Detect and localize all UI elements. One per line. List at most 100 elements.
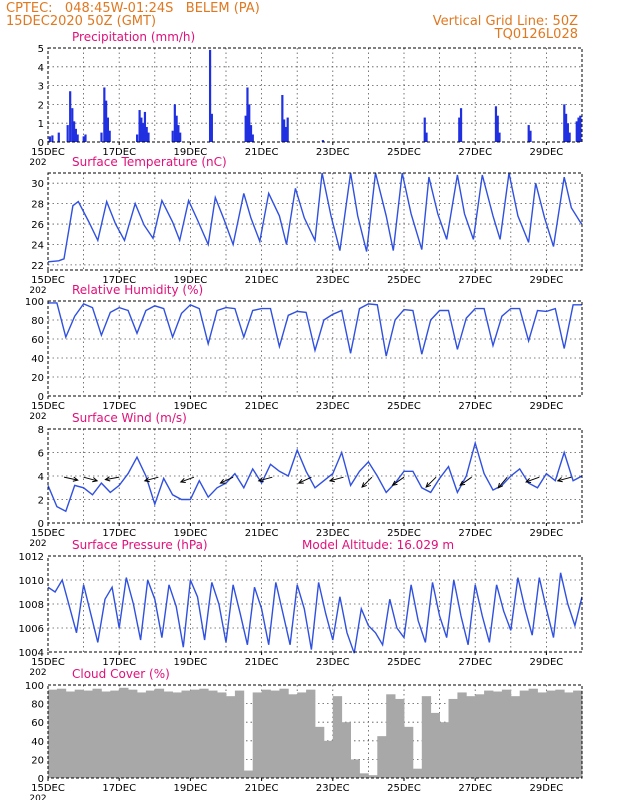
precip-bar	[286, 117, 289, 142]
wind-vector-shaft	[525, 476, 540, 483]
cloud-bar	[48, 689, 58, 778]
precip-bar	[494, 106, 498, 142]
cloud-bar	[154, 688, 165, 778]
cloud-bar	[172, 692, 182, 778]
precip-bar	[76, 134, 79, 142]
cloud-bar	[56, 688, 67, 778]
temperature-series-line	[47, 172, 583, 263]
temperature-panel: 22 24 26 28 30 15DEC 17DEC 19DEC 21DEC 23DEC 25DEC…	[29, 155, 583, 296]
temperature-ytick-label: 26	[31, 220, 44, 231]
wind-vector-arrow	[83, 476, 99, 483]
cloud-bar	[92, 688, 102, 778]
cloud-bar	[137, 692, 147, 778]
wind-vector-arrow	[63, 476, 79, 482]
cloud-ytick-label: 60	[31, 718, 44, 729]
cloud-bar	[493, 691, 503, 778]
model-altitude-label: Model Altitude: 16.029 m	[302, 538, 454, 552]
precip-bar	[175, 115, 178, 142]
cloud-bar	[119, 687, 129, 778]
cloud-bar	[332, 696, 343, 778]
cloud-bar	[323, 740, 334, 778]
cloud-bar	[528, 688, 538, 778]
wind-vector-shaft	[329, 476, 344, 482]
cloud-bar	[537, 692, 547, 778]
cloud-bar	[306, 689, 316, 778]
wind-xtick-label: 17DEC	[102, 528, 136, 539]
precip-ytick-label: 4	[38, 63, 44, 74]
wind-vector-head	[525, 478, 532, 483]
wind-vector-head	[143, 477, 150, 483]
wind-vector-head	[497, 482, 504, 489]
precip-year-label: 202	[29, 158, 46, 168]
wind-vector-head	[297, 478, 304, 484]
wind-vector-shaft	[144, 476, 159, 482]
precip-bar	[105, 100, 108, 142]
wind-vector-shaft	[63, 476, 78, 481]
wind-vector-shaft	[298, 476, 312, 484]
wind-xtick-label: 29DEC	[530, 528, 564, 539]
precip-ytick-label: 2	[38, 100, 44, 111]
cloud-bar	[341, 722, 351, 778]
humidity-panel: 0 20 40 60 80 100 15DEC 17DEC 19DEC 21DEC 23DEC 25D…	[25, 283, 583, 422]
cloud-xtick-label: 17DEC	[102, 783, 136, 794]
wind-xtick-label: 21DEC	[245, 528, 279, 539]
humidity-xtick-label: 17DEC	[102, 401, 136, 412]
cloud-bar	[199, 688, 209, 778]
humidity-ytick-label: 0	[38, 392, 44, 403]
wind-series-line	[47, 440, 583, 513]
cloud-bar	[404, 726, 414, 778]
precip-bar	[145, 126, 148, 142]
temperature-xtick-label: 17DEC	[102, 275, 136, 286]
precip-bar	[143, 111, 147, 142]
cloud-bar	[279, 688, 289, 778]
cloud-bar	[475, 694, 485, 778]
wind-xtick-label: 19DEC	[174, 528, 208, 539]
wind-vector-shaft	[392, 476, 405, 486]
wind-vector-arrow	[425, 476, 437, 488]
pressure-xtick-label: 19DEC	[174, 657, 208, 668]
cloud-xtick-label: 23DEC	[316, 783, 350, 794]
precip-bar	[208, 49, 212, 142]
cloud-bar	[181, 690, 191, 778]
humidity-xtick-label: 15DEC	[31, 401, 65, 412]
wind-vector-arrow	[459, 476, 472, 486]
wind-vector-arrow	[556, 476, 572, 483]
precip-bar	[106, 117, 110, 142]
precip-bar	[100, 132, 103, 142]
temperature-xtick-label: 19DEC	[174, 275, 208, 286]
cloud-bar	[448, 698, 458, 778]
wind-vector-head	[328, 477, 335, 483]
precip-bar	[179, 132, 182, 142]
cloud-ytick-label: 0	[38, 774, 44, 785]
cloud-bar	[510, 696, 521, 778]
wind-vector-shaft	[497, 476, 508, 489]
wind-vector-head	[92, 477, 99, 483]
cloud-xtick-label: 15DEC	[31, 783, 65, 794]
wind-vector-arrow	[143, 476, 159, 483]
precip-xtick-label: 19DEC	[174, 147, 208, 158]
cloud-bar	[145, 690, 156, 778]
cloud-bar	[190, 689, 200, 778]
wind-xtick-label: 23DEC	[316, 528, 350, 539]
temperature-xtick-label: 27DEC	[458, 275, 492, 286]
precip-xtick-label: 27DEC	[458, 147, 492, 158]
humidity-series-line	[48, 302, 582, 357]
precip-bar	[496, 115, 499, 142]
precip-bar	[57, 132, 60, 142]
cloud-bar	[466, 696, 476, 778]
precip-title: Precipitation (mm/h)	[72, 30, 195, 44]
precip-bar	[251, 134, 254, 142]
wind-vector-arrow	[361, 476, 373, 488]
pressure-panel: 1004 1006 1008 1010 1012 15DEC 17DEC 19DEC 21DEC…	[19, 538, 583, 678]
pressure-xtick-label: 23DEC	[316, 657, 350, 668]
temperature-ytick-label: 30	[31, 179, 44, 190]
humidity-frame	[47, 300, 583, 397]
humidity-ytick-label: 40	[31, 354, 44, 365]
wind-vector-head	[72, 476, 79, 482]
wind-vector-shaft	[425, 476, 437, 488]
humidity-ytick-label: 20	[31, 373, 44, 384]
pressure-xtick-label: 17DEC	[102, 657, 136, 668]
wind-vector-arrow	[497, 476, 508, 489]
pressure-ytick-label: 1004	[19, 648, 44, 659]
wind-vector-shaft	[459, 476, 472, 486]
